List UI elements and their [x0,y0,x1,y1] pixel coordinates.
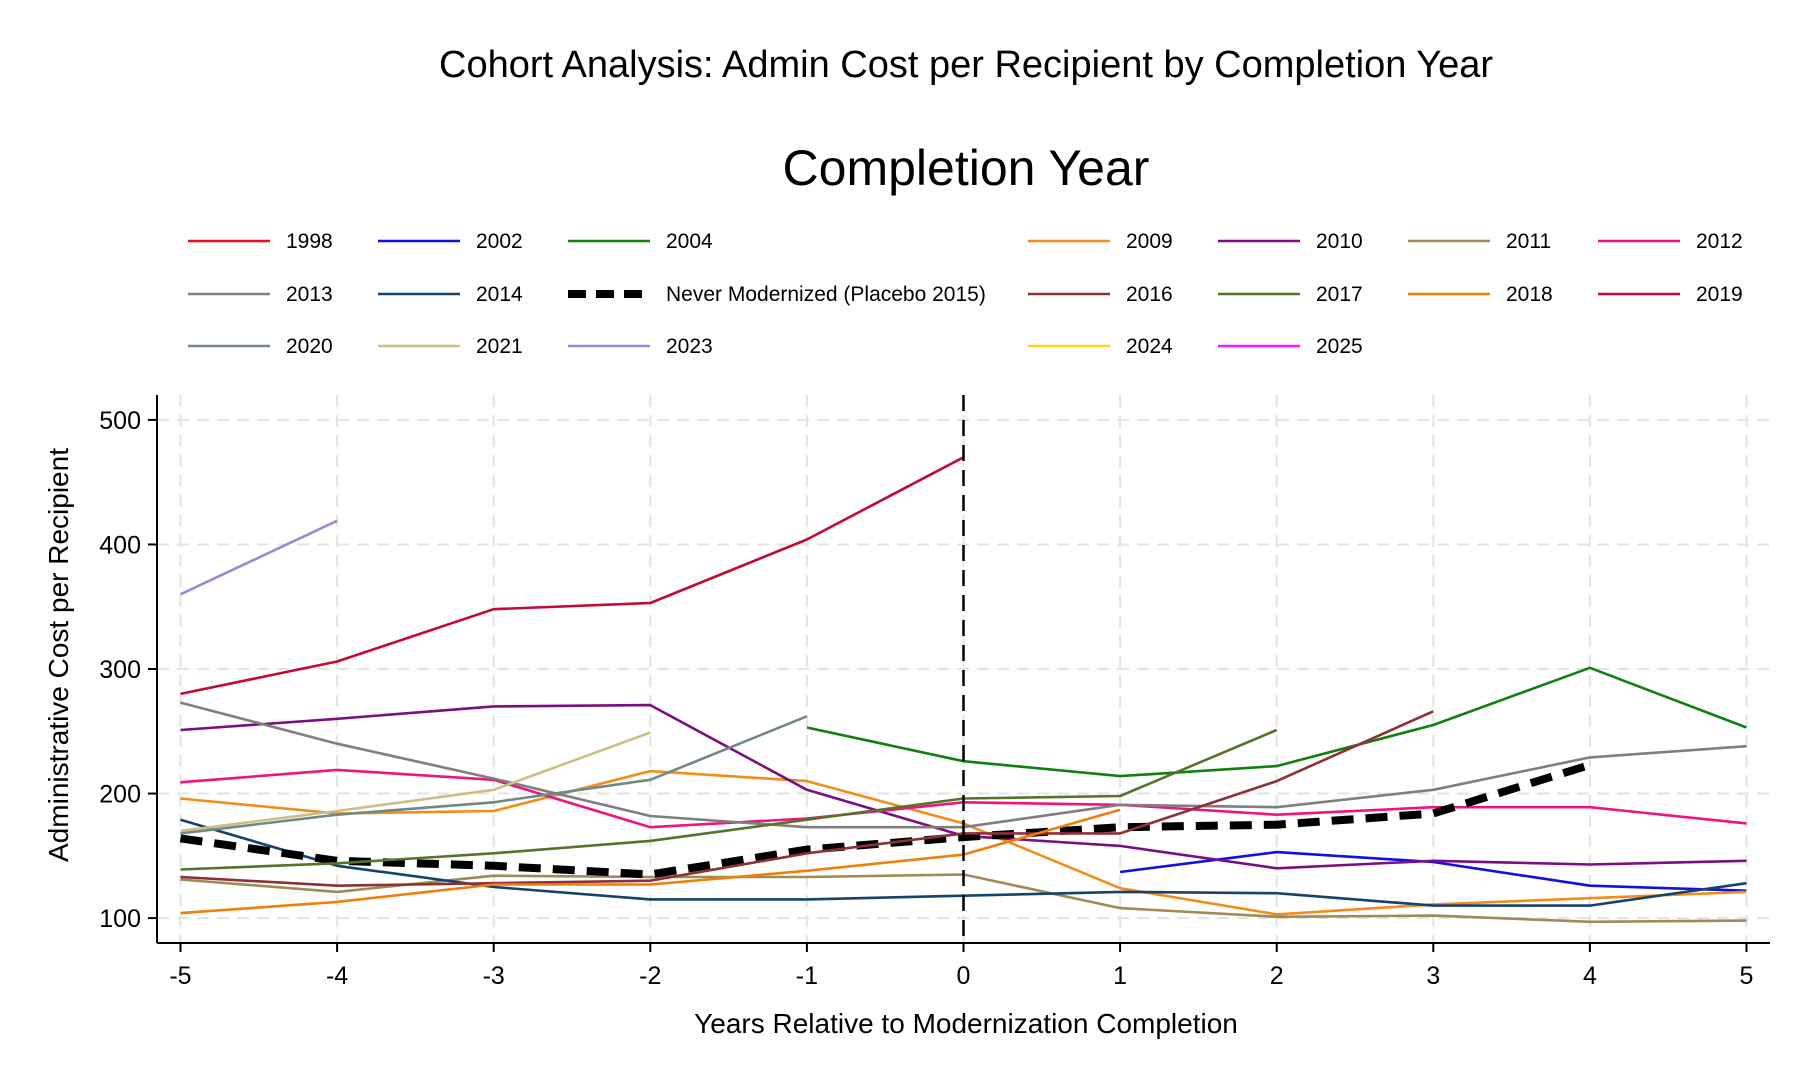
legend-label: 2011 [1506,230,1551,253]
series-line [180,715,808,835]
legend-title: Completion Year [783,140,1150,196]
legend-label: 2023 [666,335,713,358]
legend-label: 2016 [1126,283,1173,306]
x-tick-label: 5 [1740,962,1754,990]
y-tick-label: 200 [99,781,141,809]
series-line [180,728,1278,871]
series-line [806,666,1747,778]
x-tick-label: -5 [169,962,191,990]
legend-label: 2009 [1126,230,1173,253]
x-tick-label: 2 [1270,962,1284,990]
x-tick-label: 3 [1426,962,1440,990]
x-tick-label: 4 [1583,962,1597,990]
legend-label: 2021 [476,335,523,358]
y-tick-label: 100 [99,905,141,933]
legend-label: 2004 [666,230,713,253]
series-line [179,519,338,596]
y-axis-label: Administrative Cost per Recipient [43,448,74,862]
y-tick-label: 500 [99,407,141,435]
x-tick-label: -2 [639,962,661,990]
series-line [180,710,1434,888]
legend-label: 2010 [1316,230,1363,253]
legend-label: 2002 [476,230,523,253]
series-line [180,731,651,833]
legend-label: 2017 [1316,283,1363,306]
legend-label: 2019 [1696,283,1743,306]
x-tick-label: 1 [1113,962,1127,990]
legend-label: 2014 [476,283,523,306]
legend-label: 2012 [1696,230,1743,253]
y-tick-label: 400 [99,531,141,559]
plot-area: -5 -4 -3 -2 -1 0 1 2 3 4 5 100 200 300 400 500 [99,395,1770,990]
legend-label: 2020 [286,335,333,358]
legend-label: 2024 [1126,335,1173,358]
x-axis-label: Years Relative to Modernization Completi… [694,1008,1238,1039]
x-tick-label: -4 [326,962,348,990]
x-tick-label: -1 [796,962,818,990]
legend-label: 2013 [286,283,333,306]
y-tick-label: 300 [99,656,141,684]
series-line [180,456,965,696]
x-tick-label: 0 [957,962,971,990]
legend-label: 1998 [286,230,333,253]
legend-label: 2018 [1506,283,1553,306]
legend: 1998 2002 2004 2013 2014 Never Modernized (Pl… [188,230,1743,358]
legend-label: 2025 [1316,335,1363,358]
chart-title: Cohort Analysis: Admin Cost per Recipien… [439,44,1493,86]
legend-label: Never Modernized (Placebo 2015) [666,283,986,306]
x-tick-label: -3 [483,962,505,990]
